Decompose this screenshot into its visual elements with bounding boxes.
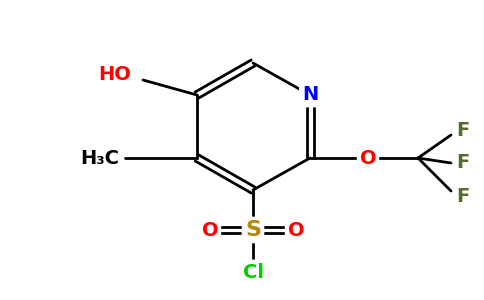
Text: O: O (202, 220, 218, 239)
Text: H₃C: H₃C (80, 148, 120, 167)
Text: HO: HO (99, 65, 132, 85)
Text: N: N (302, 85, 318, 104)
Text: S: S (245, 220, 261, 240)
Text: O: O (360, 148, 377, 167)
Text: O: O (287, 220, 304, 239)
Text: Cl: Cl (242, 262, 263, 281)
Text: F: F (456, 154, 469, 172)
Text: F: F (456, 187, 469, 206)
Text: F: F (456, 121, 469, 140)
